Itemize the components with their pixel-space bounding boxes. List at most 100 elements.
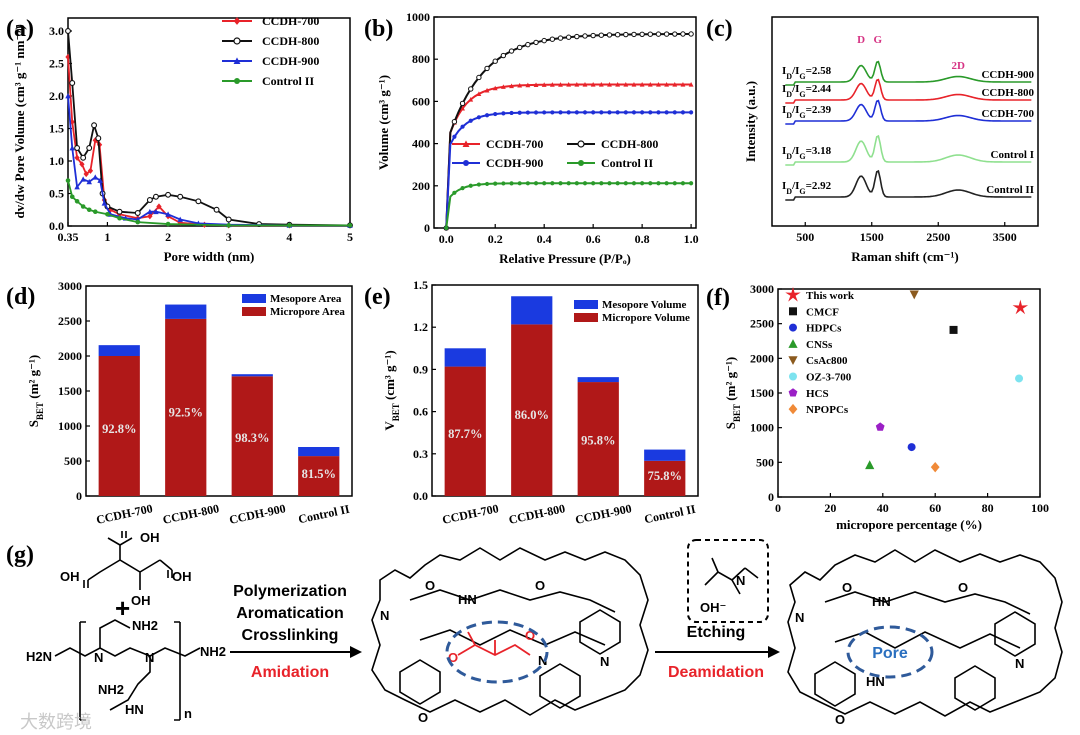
b-point: [640, 181, 645, 186]
chem-oh-4: OH: [131, 593, 151, 608]
f-ytick-label: 0: [768, 490, 774, 504]
a-point: [135, 219, 141, 225]
e-ytick-label: 0.6: [413, 405, 428, 419]
c-sample-label-0: CCDH-900: [981, 69, 1034, 81]
b-point: [591, 181, 596, 186]
b-point: [566, 110, 571, 115]
a-point: [347, 223, 353, 228]
a-point: [146, 197, 153, 203]
b-point: [606, 32, 613, 38]
b-point: [623, 82, 629, 87]
b-point: [590, 32, 596, 39]
b-point: [557, 35, 564, 41]
panel-label-e: (e): [364, 284, 391, 310]
a-point: [147, 213, 153, 220]
b-point: [451, 118, 458, 125]
d-legend-label-1: Micropore Area: [270, 306, 345, 318]
a-xtick-label: 3: [226, 230, 232, 244]
a-xtick-label: 4: [286, 230, 292, 244]
d-bar-micro-2: [231, 376, 273, 496]
a-legend-marker-0: [233, 17, 241, 25]
step2-deamidation: Deamidation: [668, 664, 764, 681]
e-ytick-label: 0.9: [413, 362, 428, 376]
b-point: [656, 181, 661, 186]
panel-f: (f) 0 500 1000 1500 2000 2500 3000 0 20 40 60 80 100 m…: [706, 282, 1049, 532]
a-point: [165, 191, 172, 198]
d-category-label-0: CCDH-700: [95, 501, 154, 527]
d-ytick-label: 0: [76, 489, 82, 503]
b-point: [615, 82, 621, 87]
a-point: [165, 211, 171, 217]
b-point: [542, 110, 547, 115]
b-point: [525, 82, 531, 88]
f-legend-marker-0: [785, 286, 801, 302]
b-point: [460, 124, 465, 129]
b-xtick-label: 0.6: [586, 232, 601, 246]
e-bar-micro-1: [511, 324, 553, 496]
chem-nh2-3: NH2: [98, 682, 124, 697]
e-plot-frame: [431, 284, 699, 497]
b-point: [549, 82, 555, 87]
f-legend-marker-1: [789, 307, 797, 316]
a-point: [74, 145, 81, 151]
panel-label-c: (c): [706, 16, 733, 42]
panel-c: (c) 500 1500 2500 3500 Raman shift (cm⁻¹) Inte…: [706, 16, 1039, 264]
f-ytick-label: 1500: [750, 386, 774, 400]
d-ytick-label: 1500: [58, 384, 82, 398]
panel-b: (b) 0 200 400 600 800 1000 0.0 0.2 0.4 0.6 0.8 1.0 Re…: [364, 10, 699, 266]
chem-nh2-2: NH2: [200, 644, 226, 659]
a-point: [213, 206, 220, 213]
b-point: [607, 82, 612, 87]
chem-n-2: N: [145, 650, 154, 665]
chem-nh2-1: NH2: [132, 618, 158, 633]
d-bar-micro-1: [165, 318, 207, 496]
b-ytick-label: 400: [412, 137, 430, 151]
chem-oh-3: OH: [172, 569, 192, 584]
f-legend-marker-2: [789, 323, 797, 332]
watermark: 大数跨境: [20, 712, 92, 733]
a-point: [134, 210, 141, 216]
d-bar-micro-3: [298, 456, 340, 496]
a-point: [83, 170, 89, 178]
chem-hn: HN: [125, 702, 144, 717]
a-point: [105, 212, 110, 217]
b-point: [631, 31, 637, 38]
b-point: [484, 181, 490, 187]
a-point: [152, 193, 159, 200]
b-point: [558, 181, 563, 186]
d-legend-swatch-1: [242, 307, 266, 316]
e-ytick-label: 0.0: [413, 489, 428, 503]
f-legend-marker-7: [788, 403, 798, 415]
b-point: [656, 110, 661, 115]
a-legend-marker-3: [234, 78, 240, 84]
c-ratio-label-3: ID/IG=3.18: [782, 145, 832, 161]
a-point: [80, 176, 86, 182]
b-point: [663, 31, 670, 37]
chem-n-right-2: N: [1015, 656, 1024, 671]
b-point: [484, 87, 490, 93]
b-point: [460, 105, 465, 111]
b-point: [623, 181, 628, 186]
f-xtick-label: 0: [775, 501, 781, 515]
f-xtick-label: 80: [982, 501, 994, 515]
a-ylabel: dv/dw Pore Volume (cm³ g⁻¹ nm⁻¹): [12, 25, 27, 218]
f-xtick-label: 100: [1031, 501, 1049, 515]
a-point: [80, 154, 87, 161]
b-point: [598, 82, 604, 87]
e-legend-swatch-0: [574, 300, 598, 309]
chem-h2n: H2N: [26, 649, 52, 664]
e-legend-label-1: Micropore Volume: [602, 312, 690, 324]
d-category-label-3: Control II: [297, 502, 351, 527]
a-point: [69, 194, 75, 200]
e-ytick-label: 1.5: [413, 278, 428, 292]
d-bar-meso-2: [231, 374, 273, 377]
d-bar-percent-0: 92.8%: [102, 422, 136, 436]
a-legend-label-1: CCDH-800: [262, 34, 319, 48]
b-xlabel: Relative Pressure (P/Pₒ): [499, 251, 631, 266]
etching-reagent: [704, 557, 759, 595]
e-legend-label-0: Mesopore Volume: [602, 299, 687, 311]
b-xtick-label: 0.2: [488, 232, 503, 246]
a-point: [287, 223, 292, 228]
step1-line-2: Aromatication: [236, 605, 344, 622]
